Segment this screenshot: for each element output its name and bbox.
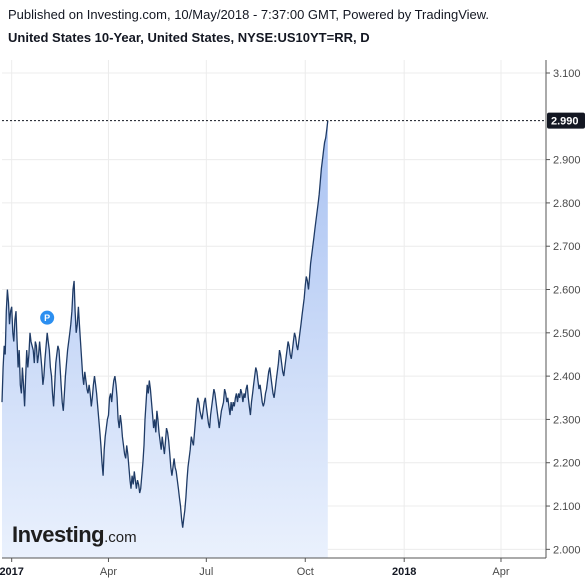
x-tick-label: Apr (100, 566, 117, 578)
investing-logo: Investing.com (12, 522, 137, 548)
p-marker-label: P (44, 313, 50, 323)
last-price-label-bg (547, 112, 585, 129)
y-tick-label: 2.500 (553, 328, 581, 340)
x-tick-label: Oct (297, 566, 314, 578)
last-price-label: 2.990 (547, 112, 585, 129)
last-price-value: 2.990 (551, 116, 579, 128)
y-tick-label: 2.600 (553, 285, 581, 297)
y-tick-label: 3.100 (553, 68, 581, 80)
x-tick-label: 2018 (392, 566, 416, 578)
y-tick-label: 2.900 (553, 155, 581, 167)
logo-main-text: Investing (12, 522, 105, 547)
y-tick-label: 2.800 (553, 198, 581, 210)
logo-suffix-text: .com (104, 529, 137, 546)
y-tick-label: 2.000 (553, 544, 581, 556)
x-tick-label: Jul (199, 566, 213, 578)
x-axis: 2017 Apr Jul Oct 2018 Apr (0, 557, 546, 578)
price-area-fill (2, 120, 328, 558)
y-tick-label: 2.300 (553, 414, 581, 426)
p-marker-circle (40, 310, 55, 325)
x-tick-label: 2017 (0, 566, 24, 578)
x-tick-label: Apr (492, 566, 509, 578)
p-marker[interactable]: P (40, 310, 55, 325)
y-tick-label: 2.200 (553, 458, 581, 470)
y-axis: 2.000 2.100 2.200 2.300 2.400 2.500 2.600 2.700… (545, 60, 581, 558)
y-tick-label: 2.700 (553, 241, 581, 253)
published-line: Published on Investing.com, 10/May/2018 … (8, 7, 490, 22)
price-line (1, 120, 329, 528)
chart-header: Published on Investing.com, 10/May/2018 … (8, 6, 583, 45)
y-tick-label: 2.100 (553, 501, 581, 513)
chart-title: United States 10-Year, United States, NY… (8, 30, 370, 45)
y-tick-label: 2.400 (553, 371, 581, 383)
